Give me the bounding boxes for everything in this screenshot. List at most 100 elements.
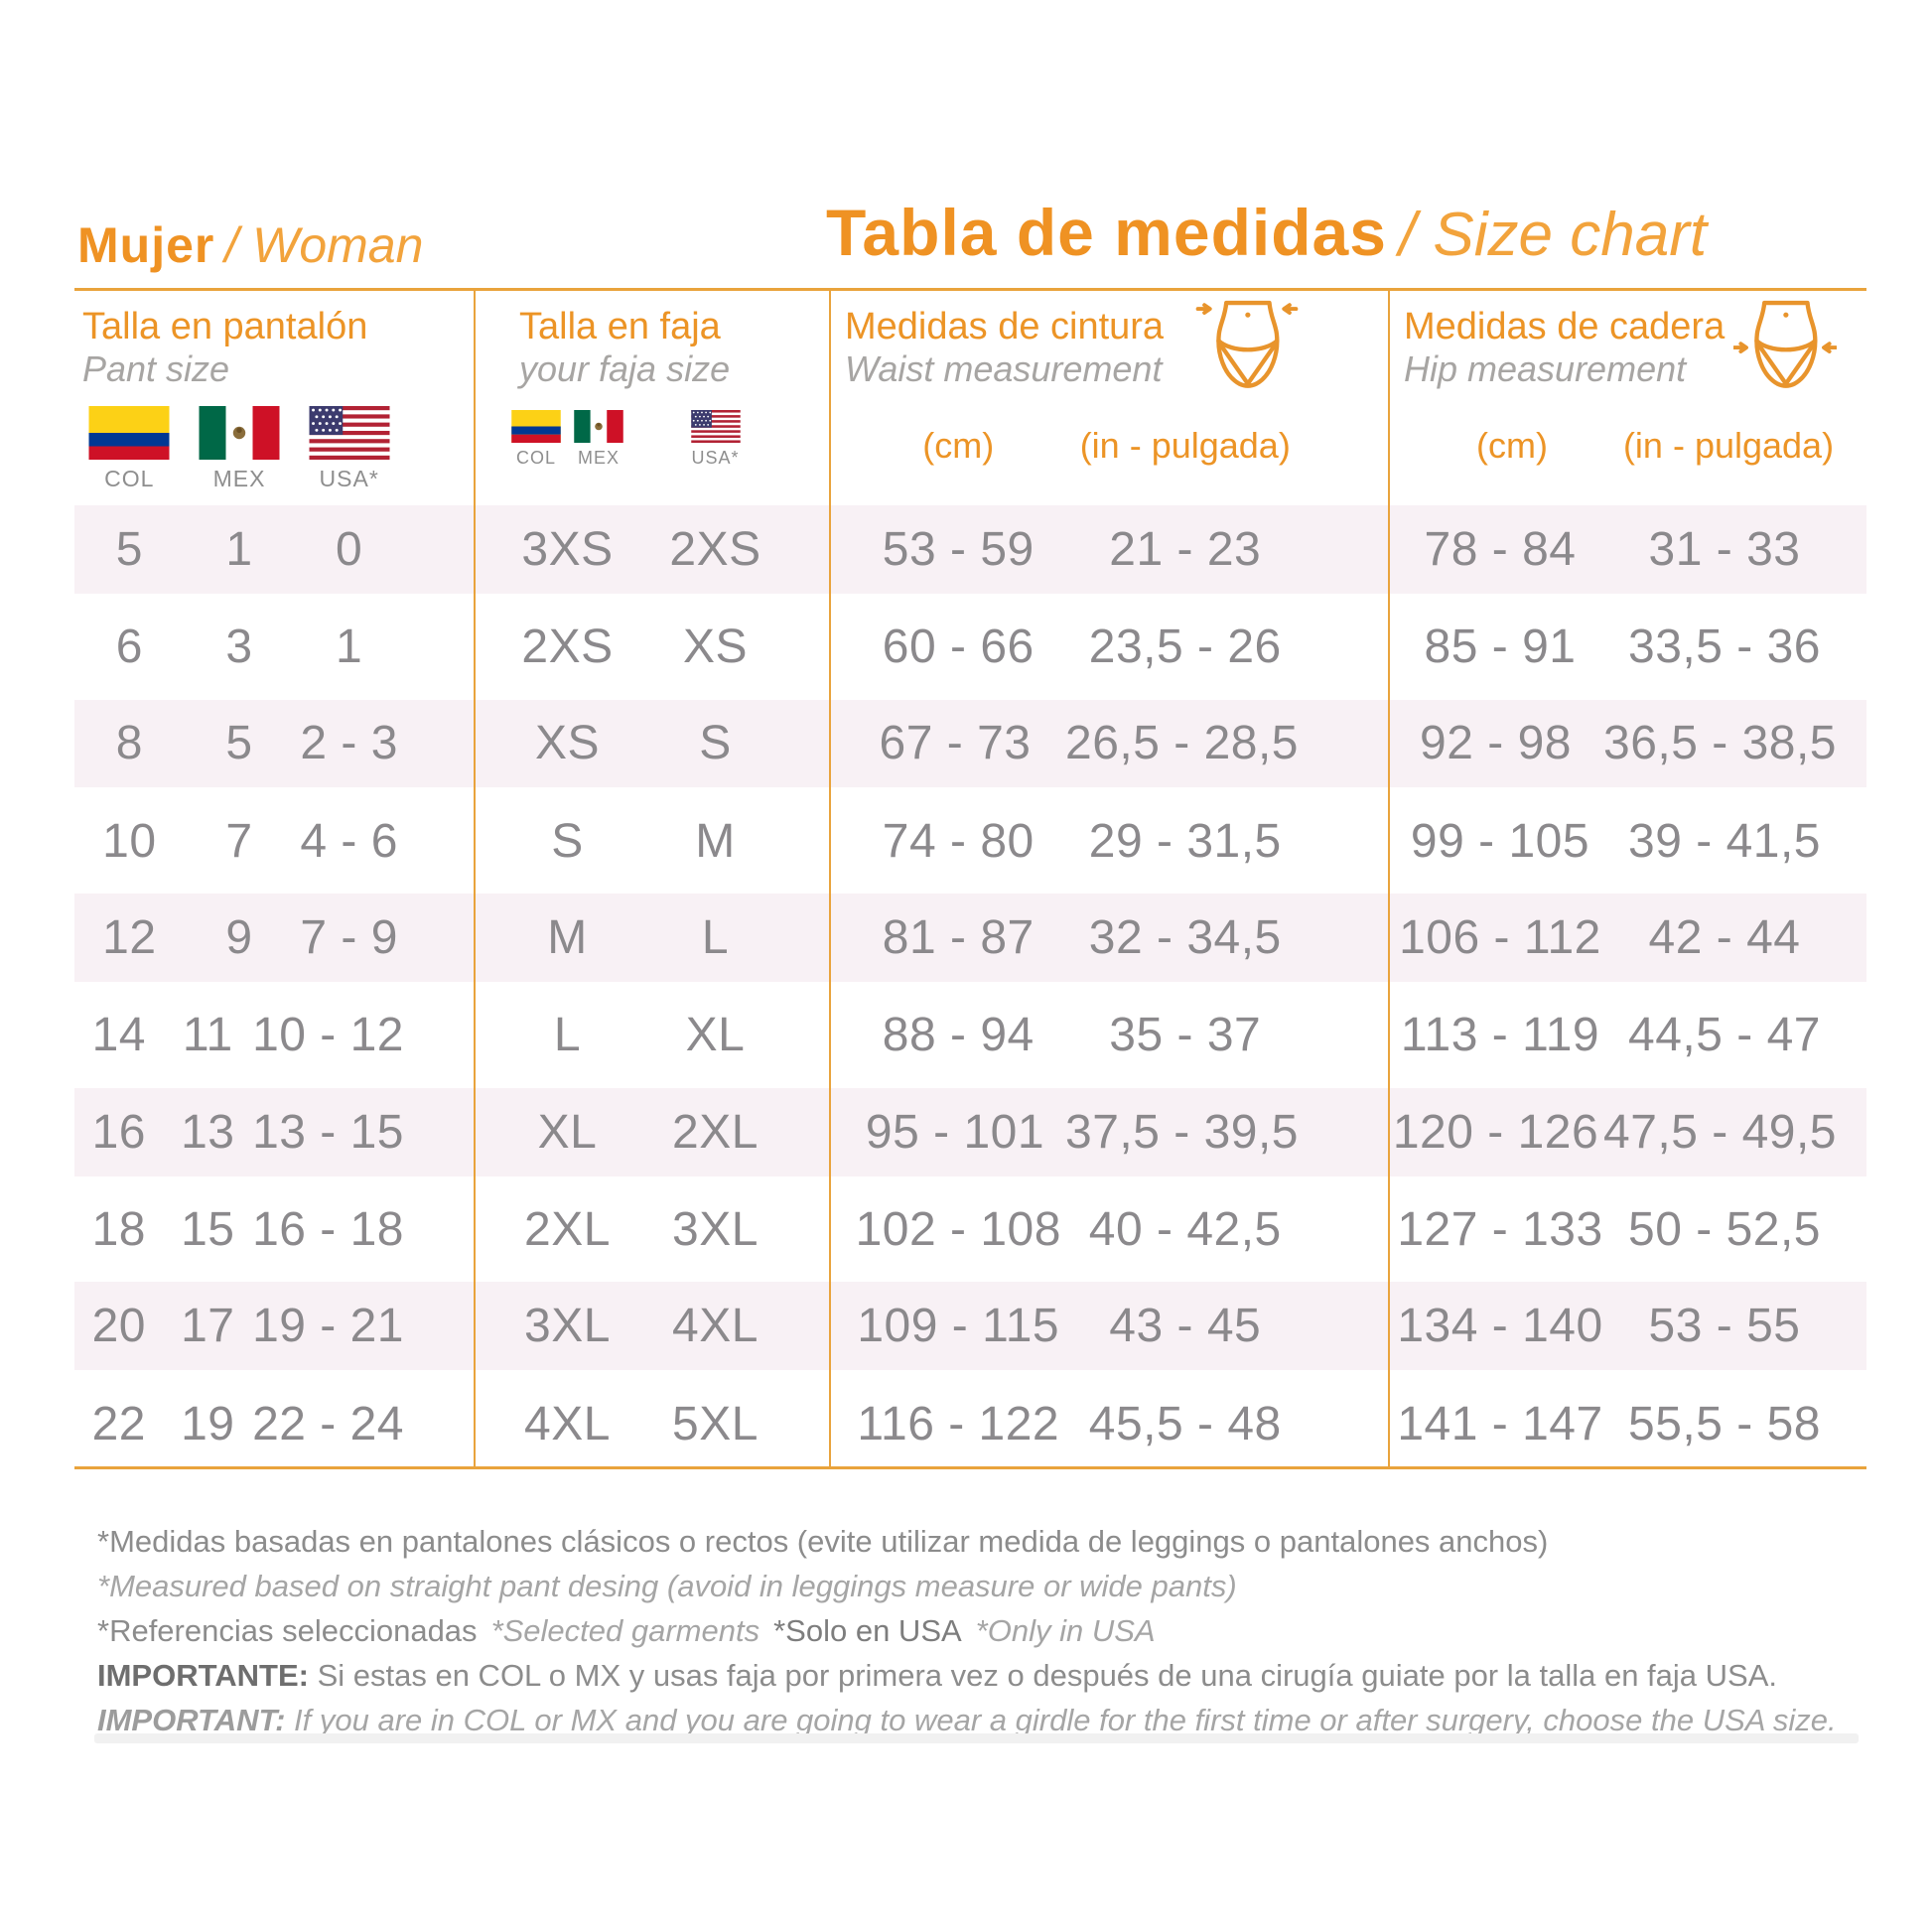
waist-in: 37,5 - 39,5 xyxy=(1065,1105,1299,1159)
waist-title-en: Waist measurement xyxy=(845,348,1163,389)
waist-cm: 116 - 122 xyxy=(857,1397,1060,1450)
table-row: 6 3 1 2XS XS 60 - 66 23,5 - 26 85 - 91 3… xyxy=(74,599,1866,696)
pant-size-usa: 19 - 21 xyxy=(252,1300,404,1353)
waist-cm: 109 - 115 xyxy=(857,1300,1060,1353)
important-text-es: Si estas en COL o MX y usas faja por pri… xyxy=(308,1658,1778,1693)
hip-unit-in: (in - pulgada) xyxy=(1622,425,1835,466)
footnote-ref-en: *Selected garments xyxy=(490,1613,760,1648)
pant-size-col: 20 xyxy=(91,1300,146,1353)
waist-in: 23,5 - 26 xyxy=(1088,621,1282,674)
hip-in: 53 - 55 xyxy=(1648,1300,1801,1353)
table-row: 12 9 7 - 9 M L 81 - 87 32 - 34,5 106 - 1… xyxy=(74,890,1866,987)
pant-size-mex: 11 xyxy=(182,1009,233,1062)
table-row: 5 1 0 3XS 2XS 53 - 59 21 - 23 78 - 84 31… xyxy=(74,501,1866,599)
flag-label-col: COL xyxy=(104,466,155,491)
hip-in: 39 - 41,5 xyxy=(1628,814,1821,868)
column-divider xyxy=(1388,291,1390,1466)
pant-size-mex: 15 xyxy=(181,1202,235,1256)
footnote-en-1: *Measured based on straight pant desing … xyxy=(97,1569,1237,1603)
hip-cm: 141 - 147 xyxy=(1397,1397,1603,1450)
hip-title-en: Hip measurement xyxy=(1404,348,1687,389)
important-text-en: If you are in COL or MX and you are goin… xyxy=(285,1703,1837,1737)
waist-cm: 67 - 73 xyxy=(879,717,1032,770)
size-table: Talla en pantalón Pant size COL MEX USA* xyxy=(74,288,1866,1469)
waist-cm: 81 - 87 xyxy=(882,911,1035,965)
waist-in: 26,5 - 28,5 xyxy=(1065,717,1299,770)
hip-measurement-header: Medidas de cadera Hip measurement (cm) (… xyxy=(1388,291,1866,501)
colombia-flag-icon xyxy=(511,410,561,443)
column-divider xyxy=(829,291,831,1466)
table-row: 10 7 4 - 6 S M 74 - 80 29 - 31,5 99 - 10… xyxy=(74,792,1866,890)
pant-size-col: 12 xyxy=(102,911,157,965)
flag-label-col: COL xyxy=(515,448,556,468)
waist-in: 21 - 23 xyxy=(1109,522,1262,576)
waist-measurement-header: Medidas de cintura Waist measurement (cm… xyxy=(829,291,1388,501)
waist-unit-in: (in - pulgada) xyxy=(1079,425,1291,466)
footnote-important-en: IMPORTANT: If you are in COL or MX and y… xyxy=(97,1698,1837,1742)
hip-in: 31 - 33 xyxy=(1648,522,1801,576)
footnote-usa-en: *Only in USA xyxy=(975,1613,1156,1648)
waist-cm: 74 - 80 xyxy=(882,814,1035,868)
pant-size-col: 8 xyxy=(115,717,143,770)
flag-label-mex: MEX xyxy=(577,448,620,468)
hip-cm: 99 - 105 xyxy=(1410,814,1590,868)
mexico-flag-icon xyxy=(574,410,623,443)
hip-cm: 85 - 91 xyxy=(1424,621,1577,674)
faja-size-title-es: Talla en faja xyxy=(519,306,721,347)
pant-size-col: 16 xyxy=(91,1105,146,1159)
table-row: 8 5 2 - 3 XS S 67 - 73 26,5 - 28,5 92 - … xyxy=(74,695,1866,793)
table-rows: 5 1 0 3XS 2XS 53 - 59 21 - 23 78 - 84 31… xyxy=(74,501,1866,1466)
waist-in: 35 - 37 xyxy=(1109,1009,1262,1062)
footnote-references: *Referencias seleccionadas *Selected garm… xyxy=(97,1608,1837,1653)
faja-size-header: Talla en faja your faja size COL MEX xyxy=(474,291,829,501)
faja-size-usa: 2XS xyxy=(669,522,761,576)
waist-cm: 88 - 94 xyxy=(882,1009,1035,1062)
waist-cm: 95 - 101 xyxy=(865,1105,1045,1159)
pant-size-col: 5 xyxy=(115,522,143,576)
hip-in: 44,5 - 47 xyxy=(1628,1009,1821,1062)
table-header: Talla en pantalón Pant size COL MEX USA* xyxy=(74,291,1866,501)
footnotes: *Medidas basadas en pantalones clásicos … xyxy=(97,1519,1837,1742)
hip-in: 36,5 - 38,5 xyxy=(1603,717,1837,770)
flag-label-usa: USA* xyxy=(691,448,740,468)
waist-cm: 102 - 108 xyxy=(855,1202,1061,1256)
pant-size-usa: 1 xyxy=(336,621,363,674)
hip-unit-cm: (cm) xyxy=(1476,425,1548,466)
footnote-important-es: IMPORTANTE: Si estas en COL o MX y usas … xyxy=(97,1653,1837,1698)
important-label-es: IMPORTANTE: xyxy=(97,1658,309,1693)
pant-size-col: 14 xyxy=(91,1009,146,1062)
faja-size-usa: 3XL xyxy=(672,1202,759,1256)
faja-size-col-mex: 3XL xyxy=(524,1300,611,1353)
faja-size-col-mex: XS xyxy=(534,717,601,770)
faja-size-col-mex: 2XS xyxy=(521,621,614,674)
colombia-flag: COL xyxy=(511,410,561,469)
flag-label-usa: USA* xyxy=(319,466,379,491)
gender-title-en: / Woman xyxy=(224,217,424,273)
faja-size-usa: 2XL xyxy=(672,1105,759,1159)
waist-in: 45,5 - 48 xyxy=(1088,1397,1282,1450)
footnote-es-1: *Medidas basadas en pantalones clásicos … xyxy=(97,1524,1549,1559)
usa-flag-icon xyxy=(309,406,390,460)
waist-measurement-icon xyxy=(1195,297,1299,393)
page-title: Tabla de medidas / Size chart xyxy=(826,195,1707,270)
pant-flags-row: COL MEX USA* xyxy=(74,406,404,492)
hip-cm: 134 - 140 xyxy=(1397,1300,1603,1353)
page-title-es: Tabla de medidas xyxy=(826,196,1387,269)
important-label-en: IMPORTANT: xyxy=(97,1703,286,1737)
faja-size-col-mex: L xyxy=(553,1009,582,1062)
waist-in: 40 - 42,5 xyxy=(1088,1202,1282,1256)
hip-cm: 127 - 133 xyxy=(1397,1202,1603,1256)
pant-size-mex: 1 xyxy=(225,522,253,576)
pant-size-title-en: Pant size xyxy=(82,348,230,389)
faja-size-usa: 4XL xyxy=(672,1300,759,1353)
mexico-flag: MEX xyxy=(574,410,623,469)
pant-size-usa: 10 - 12 xyxy=(252,1009,404,1062)
faja-size-usa: XL xyxy=(685,1009,746,1062)
pant-size-usa: 2 - 3 xyxy=(300,717,398,770)
pant-size-usa: 0 xyxy=(336,522,363,576)
hip-in: 33,5 - 36 xyxy=(1628,621,1821,674)
table-row: 14 11 10 - 12 L XL 88 - 94 35 - 37 113 -… xyxy=(74,987,1866,1084)
pant-size-col: 18 xyxy=(91,1202,146,1256)
faja-size-usa: L xyxy=(701,911,730,965)
waist-cm: 60 - 66 xyxy=(882,621,1035,674)
